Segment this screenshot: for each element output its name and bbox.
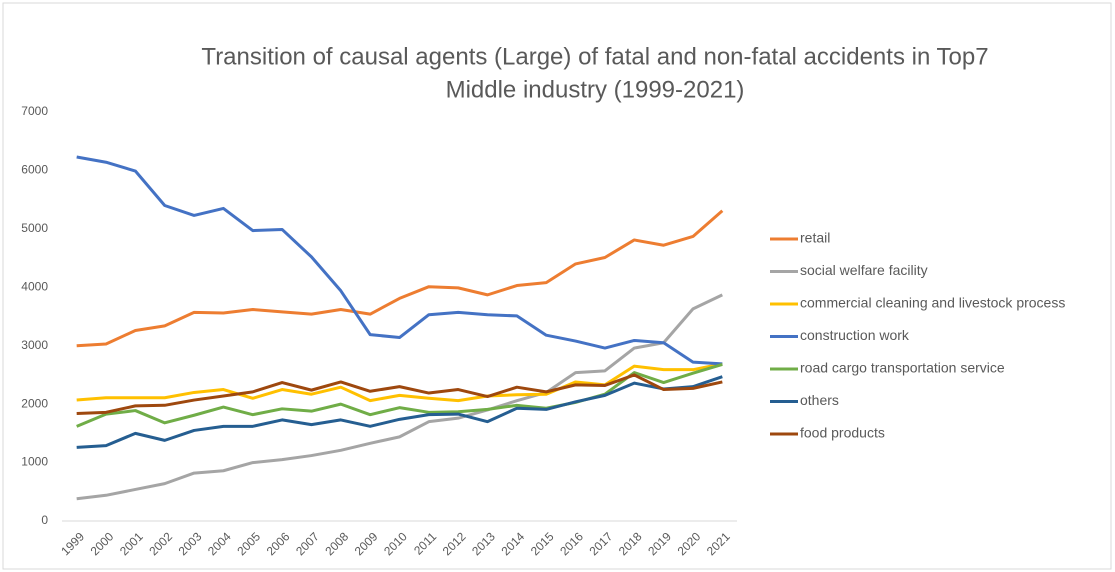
legend-label: food products xyxy=(800,425,885,441)
data-line xyxy=(76,375,723,449)
data-line xyxy=(76,362,723,403)
legend-label: construction work xyxy=(800,327,910,343)
y-tick-label: 7000 xyxy=(21,104,48,118)
data-line xyxy=(76,155,723,366)
legend-label: road cargo transportation service xyxy=(800,360,1005,376)
y-tick-label: 5000 xyxy=(21,221,48,235)
data-line xyxy=(76,293,723,501)
data-line xyxy=(76,362,723,428)
y-tick-label: 3000 xyxy=(21,338,48,352)
data-line xyxy=(76,209,724,348)
legend-label: others xyxy=(800,392,839,408)
data-line xyxy=(76,373,723,415)
y-tick-label: 1000 xyxy=(21,455,48,469)
chart-title: Transition of causal agents (Large) of f… xyxy=(201,43,988,70)
y-tick-label: 6000 xyxy=(21,163,48,177)
legend-label: commercial cleaning and livestock proces… xyxy=(800,295,1065,311)
y-tick-label: 2000 xyxy=(21,396,48,410)
legend-label: social welfare facility xyxy=(800,262,928,278)
legend-label: retail xyxy=(800,230,830,246)
y-tick-label: 4000 xyxy=(21,279,48,293)
chart-title: Middle industry (1999-2021) xyxy=(446,76,745,103)
y-tick-label: 0 xyxy=(41,513,48,527)
